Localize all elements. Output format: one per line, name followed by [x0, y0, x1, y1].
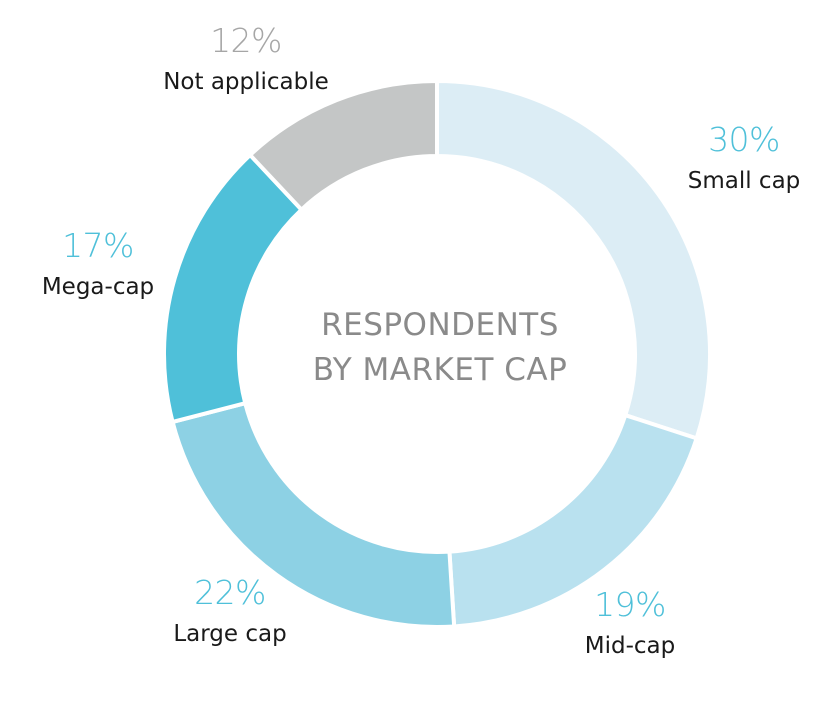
center-title-line-2: BY MARKET CAP	[313, 352, 568, 388]
category-label-mega-cap: Mega-cap	[42, 274, 154, 300]
percent-label-large-cap: 22%	[194, 573, 266, 612]
category-label-large-cap: Large cap	[173, 621, 286, 647]
category-label-not-applicable: Not applicable	[163, 69, 329, 95]
slice-not-applicable	[247, 78, 439, 213]
labels-group: 30% Small cap 19% Mid-cap 22% Large cap 17% Meg…	[42, 21, 800, 659]
category-label-small-cap: Small cap	[688, 168, 801, 194]
percent-label-small-cap: 30%	[708, 120, 780, 159]
slice-small-cap	[435, 78, 712, 441]
percent-label-mega-cap: 17%	[62, 226, 134, 265]
slice-mega-cap	[162, 152, 305, 425]
percent-label-not-applicable: 12%	[210, 21, 282, 60]
slices-group	[162, 78, 712, 629]
percent-label-mid-cap: 19%	[594, 585, 666, 624]
category-label-mid-cap: Mid-cap	[585, 633, 675, 659]
center-title-line-1: RESPONDENTS	[321, 307, 559, 343]
